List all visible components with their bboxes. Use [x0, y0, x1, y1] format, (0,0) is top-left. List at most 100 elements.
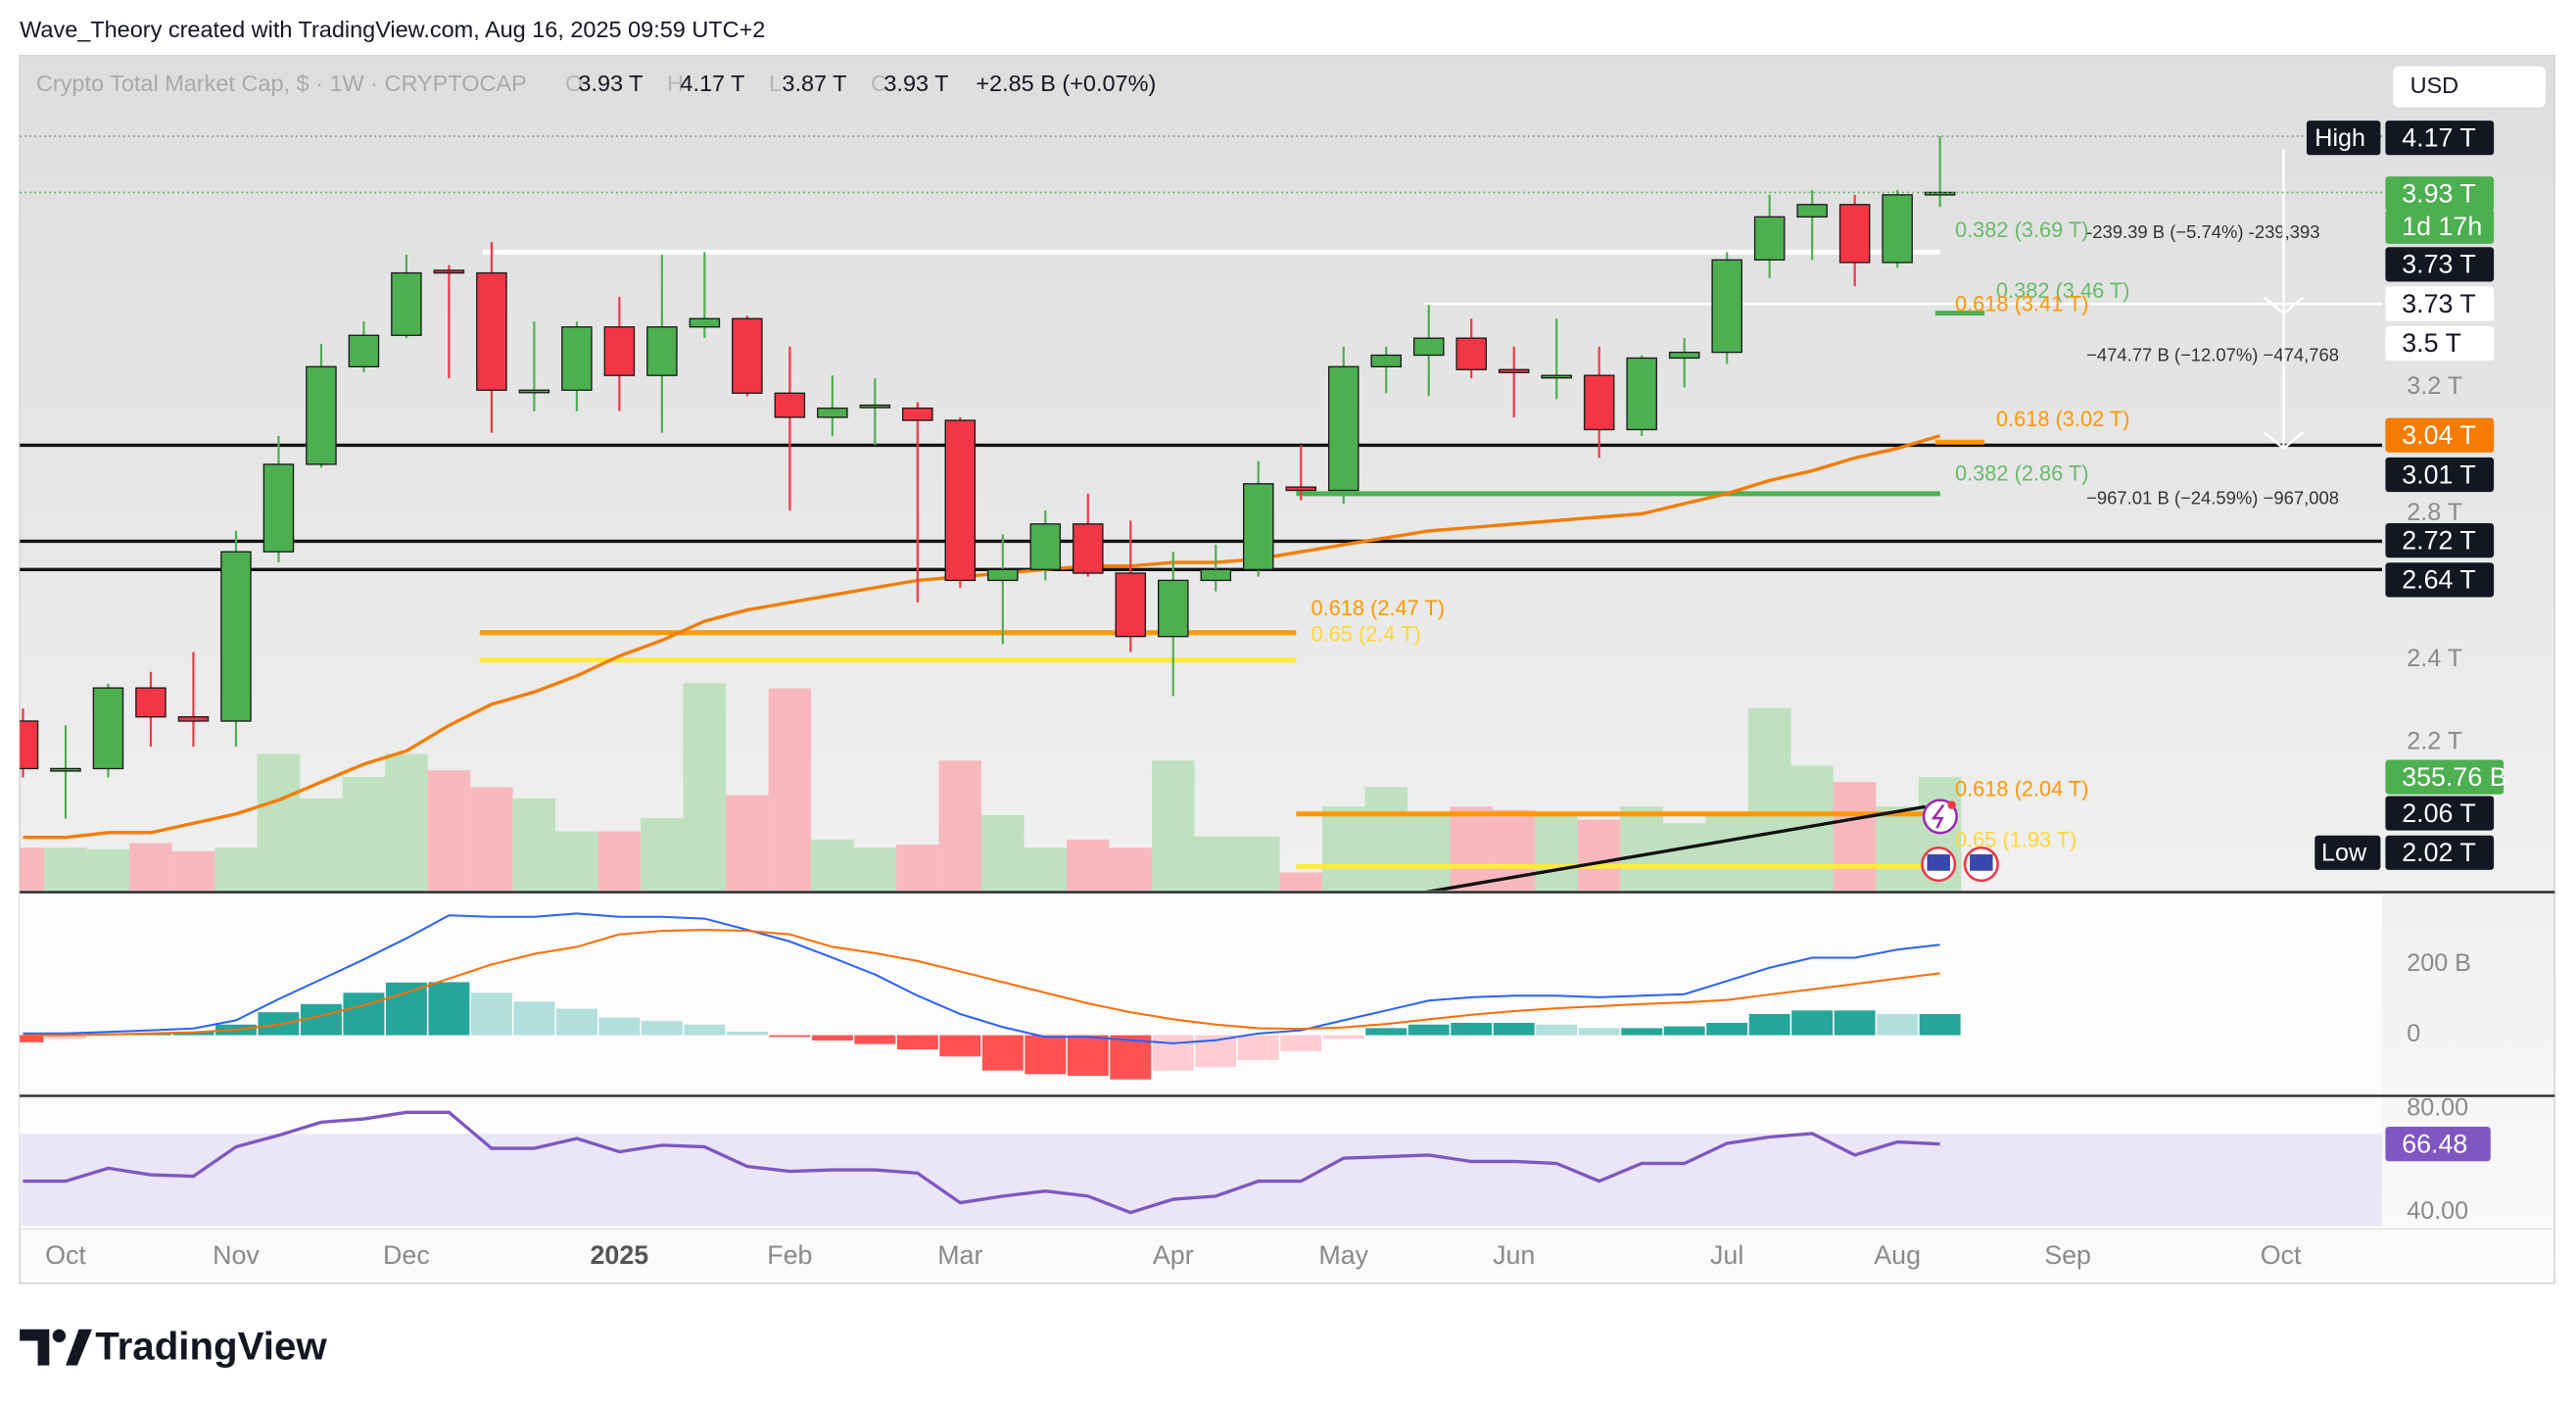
candle-body [1882, 194, 1913, 264]
x-tick-label: 2025 [591, 1240, 649, 1270]
macd-histogram-bar [1834, 1010, 1876, 1036]
x-tick-label: Feb [767, 1240, 812, 1270]
brand-logo [20, 1329, 92, 1366]
rsi-label: 66.48 [2402, 1129, 2467, 1158]
candle-body [1200, 568, 1232, 582]
volume-bar [896, 844, 939, 891]
candle-body [1541, 374, 1572, 379]
candle-body [1498, 368, 1530, 373]
macd-histogram-bar [45, 1035, 86, 1040]
volume-bar [1407, 811, 1451, 891]
candle-body [859, 404, 891, 409]
candle-body [348, 334, 380, 367]
price-label: 2.64 T [2402, 565, 2476, 595]
macd-histogram-bar [172, 1031, 215, 1036]
candle-body [1370, 354, 1403, 367]
candle-body [561, 326, 593, 391]
volume-bar [1535, 814, 1578, 891]
candle-body [944, 419, 977, 582]
trendline [1425, 804, 1927, 891]
currency[interactable]: USD [2410, 73, 2459, 98]
candle-body [1412, 337, 1445, 357]
volume-bar [1152, 760, 1195, 891]
rsi-line [23, 1110, 1940, 1215]
price-label-box [2385, 523, 2495, 558]
macd-histogram-bar [1110, 1035, 1152, 1080]
candle-body [1753, 216, 1786, 261]
macd-histogram-bar [641, 1021, 683, 1036]
candle-body [1796, 204, 1828, 218]
volume-bar [641, 818, 684, 891]
candle-body [391, 271, 422, 336]
candle-body [476, 271, 507, 391]
candle-body [1285, 486, 1317, 492]
legend-key: L [769, 71, 782, 96]
volume-bar [1620, 806, 1663, 891]
volume-bar [726, 795, 769, 891]
rsi-label-box [2385, 1127, 2491, 1162]
fib-label: 0.65 (1.93 T) [1955, 827, 2076, 851]
price-label-box [2385, 121, 2495, 156]
high-tag-box [2306, 121, 2381, 156]
candle-body [902, 407, 933, 421]
volume-bar [1321, 806, 1365, 891]
currency-button[interactable] [2391, 65, 2548, 110]
macd-histogram-bar [726, 1031, 768, 1036]
macd-histogram-bar [1280, 1035, 1322, 1051]
macd-histogram-bar [20, 1035, 44, 1042]
candle-body [1327, 365, 1360, 492]
price-label: 1d 17h [2402, 212, 2482, 241]
legend-key: O [565, 71, 583, 96]
ohlc-legend: O3.93 T H4.17 T L 3.87 T C3.93 T +2.85 B (+0.… [565, 71, 1156, 96]
volume-bar [385, 753, 428, 891]
candle-body [177, 716, 210, 722]
x-tick-label: Oct [45, 1240, 86, 1270]
candle-body [92, 687, 124, 770]
macd-histogram-bar [1578, 1028, 1620, 1036]
price-label: 3.93 T [2402, 178, 2476, 208]
y-tick-label: 3.2 T [2407, 372, 2462, 400]
volume-bar [342, 777, 386, 891]
volume-bar [1876, 806, 1919, 891]
volume-bar [512, 798, 556, 891]
volume-bar [1450, 806, 1493, 891]
volume-bar [300, 798, 343, 891]
x-tick-label: Apr [1153, 1240, 1194, 1270]
candle-body [1924, 191, 1956, 196]
candle-body [135, 687, 167, 718]
candle-body [1711, 259, 1742, 354]
volume-bar [597, 831, 642, 891]
low-tag-box [2314, 835, 2381, 870]
volume-bar [1067, 839, 1110, 891]
volume-bar [1364, 787, 1407, 891]
candle-body [433, 269, 465, 274]
candle-body [987, 568, 1019, 582]
volume-bar [768, 688, 812, 891]
macd-histogram-bar [555, 1008, 597, 1036]
macd-line [23, 912, 1940, 1044]
volume-bar [1279, 872, 1322, 891]
candle-body [1626, 357, 1657, 431]
macd-histogram-bar [1152, 1035, 1194, 1071]
legend-value: 3.93 T [883, 71, 948, 96]
macd-histogram-bar [470, 992, 512, 1036]
macd-histogram-bar [1237, 1035, 1279, 1060]
fib-label: 0.618 (2.04 T) [1955, 776, 2089, 800]
volume-bar [215, 847, 258, 891]
main-pane: 0.382 (3.69 T) 0.382 (3.46 T)0.618 (3.41 … [20, 136, 2383, 891]
x-tick-label: Jun [1493, 1240, 1535, 1270]
rsi-tick-label: 40.00 [2407, 1197, 2468, 1225]
macd-histogram-bar [1748, 1013, 1790, 1036]
measurement: −967.01 B (−24.59%) −967,008 [2086, 488, 2339, 508]
candle-body [689, 317, 721, 328]
macd-histogram-bar [1536, 1024, 1578, 1036]
price-label: 4.17 T [2402, 122, 2476, 152]
volume-bar [470, 787, 513, 891]
x-tick-label: May [1318, 1240, 1368, 1270]
signal-line [23, 928, 1940, 1037]
candle-body [817, 407, 848, 418]
price-label-box [2385, 562, 2495, 598]
y-tick-label: 2.8 T [2407, 499, 2462, 526]
volume-bar [1662, 823, 1706, 891]
